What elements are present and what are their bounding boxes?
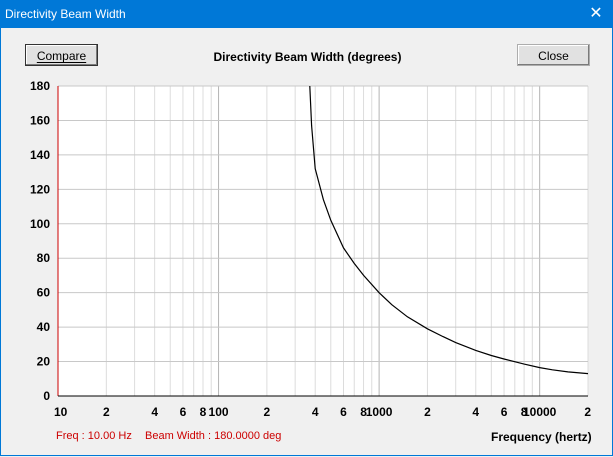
x-tick-label: 8 (360, 405, 367, 419)
x-tick-label: 1000 (366, 405, 393, 419)
compare-button[interactable]: Compare (25, 44, 98, 66)
x-tick-label: 8 (521, 405, 528, 419)
series-line-beam-width (309, 85, 589, 375)
x-tick-label: 6 (180, 405, 187, 419)
y-tick-label: 60 (37, 286, 51, 300)
y-tick-label: 160 (30, 113, 50, 127)
y-tick-label: 0 (43, 389, 50, 403)
y-tick-label: 100 (30, 217, 50, 231)
x-tick-label: 6 (501, 405, 508, 419)
close-button[interactable]: Close (517, 44, 590, 66)
y-tick-labels: 0 20 40 60 80 100 120 140 160 180 (30, 79, 50, 403)
x-tick-label: 4 (472, 405, 479, 419)
title-bar: Directivity Beam Width ✕ (0, 0, 613, 28)
x-tick-label: 100 (209, 405, 229, 419)
x-tick-label: 4 (151, 405, 158, 419)
y-tick-label: 20 (37, 355, 51, 369)
x-tick-label: 10000 (523, 405, 557, 419)
x-tick-label: 8 (200, 405, 207, 419)
x-axis-label: Frequency (hertz) (491, 430, 592, 444)
x-tick-label: 6 (340, 405, 347, 419)
x-tick-label: 2 (424, 405, 431, 419)
x-tick-label: 2 (103, 405, 110, 419)
window-title: Directivity Beam Width (5, 7, 126, 21)
close-icon[interactable]: ✕ (589, 5, 603, 22)
x-tick-label: 10 (54, 405, 68, 419)
y-tick-label: 80 (37, 251, 51, 265)
x-tick-label: 2 (584, 405, 591, 419)
x-tick-label: 2 (264, 405, 271, 419)
plot-area (58, 86, 588, 396)
y-tick-label: 140 (30, 148, 50, 162)
status-frequency: Freq : 10.00 Hz (56, 430, 132, 442)
y-tick-label: 40 (37, 320, 51, 334)
y-tick-label: 120 (30, 182, 50, 196)
chart-title: Directivity Beam Width (degrees) (213, 50, 402, 64)
x-tick-label: 4 (312, 405, 319, 419)
y-tick-label: 180 (30, 79, 50, 93)
status-beam-width: Beam Width : 180.0000 deg (145, 430, 282, 442)
